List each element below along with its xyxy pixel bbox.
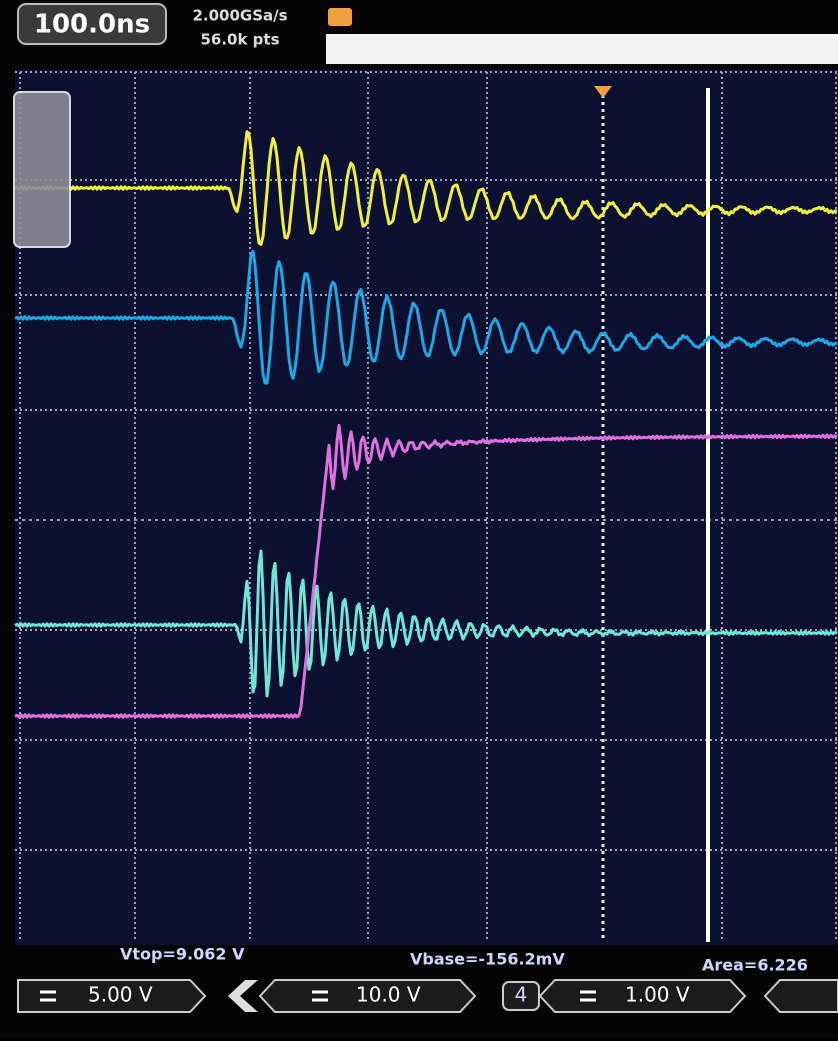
trigger-marker <box>328 8 352 26</box>
side-panel[interactable] <box>13 91 71 248</box>
channel-scale: 5.00 V <box>88 983 153 1007</box>
trace <box>14 130 838 246</box>
grid <box>15 71 838 942</box>
channel-scale: 1.00 V <box>625 983 690 1007</box>
channel-number: 4 <box>515 983 528 1007</box>
measurement-area: Area=6.226 <box>702 956 808 975</box>
sample-rate: 2.000GSa/s <box>192 7 287 25</box>
timebase-box[interactable] <box>17 3 167 45</box>
trace <box>14 549 838 698</box>
memory-bar <box>326 34 838 64</box>
traces <box>14 130 838 719</box>
channel-arrow <box>228 980 258 1012</box>
trace <box>14 423 838 719</box>
measurement-vbase: Vbase=-156.2mV <box>410 950 565 969</box>
measurement-vtop: Vtop=9.062 V <box>120 945 245 964</box>
trace <box>14 249 838 385</box>
coupling-icon <box>312 990 328 1002</box>
coupling-icon <box>40 990 56 1002</box>
timebase: 100.0ns <box>34 10 150 40</box>
channel-box[interactable] <box>17 979 207 1013</box>
channel-box[interactable] <box>538 979 747 1013</box>
trigger-position <box>594 86 612 98</box>
channel-box[interactable] <box>763 979 838 1013</box>
waveform-area <box>15 70 838 945</box>
memory-depth: 56.0k pts <box>200 31 279 49</box>
channel-box[interactable] <box>258 979 477 1013</box>
channel-scale: 10.0 V <box>356 983 421 1007</box>
coupling-icon <box>580 990 596 1002</box>
